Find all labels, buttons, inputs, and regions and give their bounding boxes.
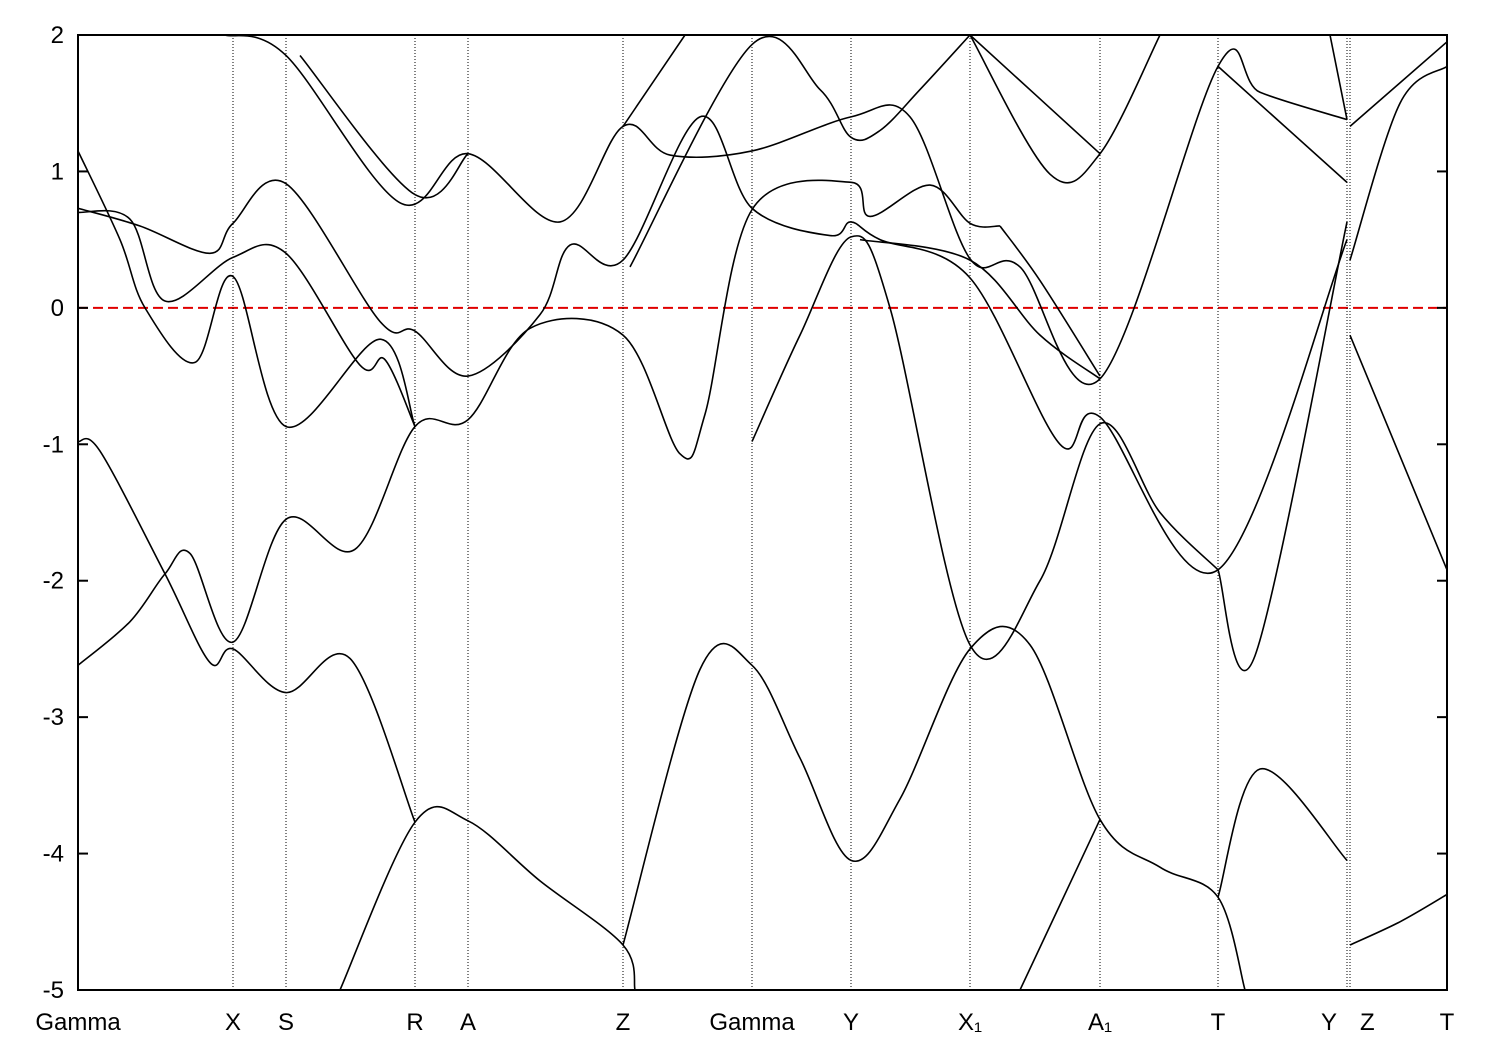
band [78, 115, 1348, 574]
x-tick-label: Y [1321, 1009, 1337, 1036]
band [1217, 221, 1348, 672]
band [1349, 41, 1447, 128]
band [224, 35, 1348, 386]
band [78, 437, 416, 823]
band [969, 35, 1161, 184]
band [1349, 893, 1447, 946]
y-tick-label: 0 [51, 295, 64, 322]
band [1217, 65, 1348, 183]
y-tick-label: 2 [51, 22, 64, 49]
y-tick-label: -4 [43, 841, 64, 868]
band [78, 150, 416, 428]
x-tick-label: T [1440, 1009, 1455, 1036]
band [339, 806, 636, 990]
band [622, 35, 686, 127]
x-tick-label: A [460, 1009, 476, 1036]
x-tick-label: A₁ [1088, 1009, 1112, 1036]
band [859, 238, 1101, 380]
x-tick-label: X₁ [958, 1009, 982, 1036]
x-tick-label: Gamma [709, 1009, 795, 1036]
band [78, 209, 416, 427]
x-tick-label: S [278, 1009, 294, 1036]
band [622, 625, 1246, 990]
y-tick-label: -2 [43, 568, 64, 595]
band [1349, 334, 1447, 571]
plot-area [78, 35, 1447, 990]
x-tick-label: Y [843, 1009, 859, 1036]
y-tick-label: -3 [43, 704, 64, 731]
band [299, 54, 469, 199]
band [1019, 819, 1101, 990]
band [78, 179, 1001, 666]
plot-frame [77, 34, 1448, 991]
x-tick-label: Z [1360, 1009, 1375, 1036]
y-tick-label: -5 [43, 977, 64, 1004]
x-tick-label: Z [616, 1009, 631, 1036]
x-tick-label: X [225, 1009, 241, 1036]
band [1217, 768, 1348, 898]
y-tick-label: 1 [51, 158, 64, 185]
x-tick-label: R [406, 1009, 423, 1036]
x-tick-label: Gamma [35, 1009, 121, 1036]
band [969, 35, 1101, 155]
band [999, 225, 1101, 377]
band [1329, 35, 1348, 120]
band [629, 35, 971, 268]
y-tick-label: -1 [43, 431, 64, 458]
x-tick-label: T [1211, 1009, 1226, 1036]
band [1349, 65, 1447, 261]
